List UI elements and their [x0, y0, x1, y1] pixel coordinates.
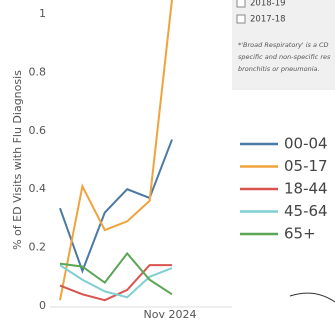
y-axis-title: % of ED Visits with Flu Diagnosis [11, 70, 24, 250]
line-series [59, 139, 173, 274]
checkbox[interactable] [236, 0, 246, 8]
note-text: bronchitis or pneumonia. [238, 65, 320, 73]
x-tick-label: Nov 2024 [144, 308, 197, 321]
y-tick-label: 0.8 [29, 65, 47, 78]
checkbox-label: 2018-19 [250, 0, 286, 9]
checkbox[interactable] [236, 14, 246, 24]
legend-label: 45-64 [284, 202, 328, 220]
line-series [59, 264, 173, 299]
line-series [59, 0, 173, 301]
y-tick-label: 0.6 [29, 124, 47, 137]
legend-label: 05-17 [284, 157, 328, 175]
legend-label: 00-04 [284, 135, 328, 153]
y-tick-label: 0.2 [29, 241, 47, 254]
note-text: specific and non-specific res [238, 53, 331, 61]
note-text: *'Broad Respiratory' is a CD [238, 41, 329, 49]
filter-panel [232, 0, 335, 90]
y-tick-label: 0 [39, 299, 46, 312]
y-tick-label: 1 [39, 7, 46, 20]
line-series [59, 251, 173, 296]
checkbox-label: 2017-18 [250, 15, 286, 25]
decoration [289, 292, 335, 303]
legend-label: 18-44 [284, 180, 328, 198]
legend-label: 65+ [284, 225, 316, 243]
y-tick-label: 0.4 [29, 182, 47, 195]
